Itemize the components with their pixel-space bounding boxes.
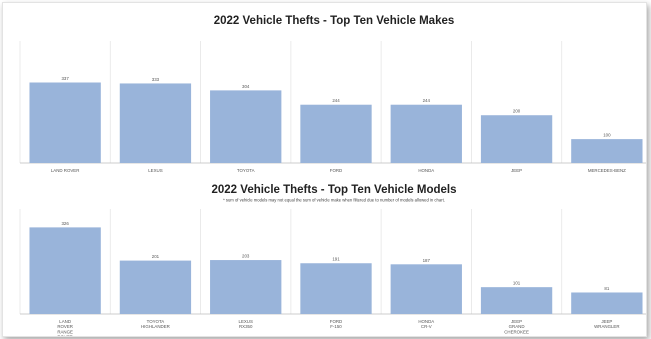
makes-tick-label: JEEP [511, 168, 522, 173]
models-bar [480, 287, 553, 314]
models-chart-title: 2022 Vehicle Thefts - Top Ten Vehicle Mo… [212, 184, 457, 196]
makes-tick-label: MERCEDES-BENZ [588, 168, 626, 173]
models-bar [571, 292, 643, 314]
models-bar [300, 263, 372, 314]
models-plot-area: 326 LANDROVERRANGEROVER 201 TOYOTAHIGHLANDE… [19, 209, 646, 336]
makes-bar [210, 90, 282, 163]
models-chart-note: * sum of vehicle models may not equal th… [223, 198, 445, 203]
models-data-label: 201 [152, 254, 160, 259]
models-data-label: 203 [242, 254, 250, 259]
makes-bar [119, 83, 192, 163]
makes-data-label: 244 [332, 98, 340, 103]
models-tick-label: LANDROVERRANGEROVER [57, 319, 73, 336]
charts-canvas: 2022 Vehicle Thefts - Top Ten Vehicle Ma… [19, 15, 646, 336]
models-bar [29, 227, 101, 314]
makes-data-label: 304 [242, 84, 250, 89]
models-chart: 2022 Vehicle Thefts - Top Ten Vehicle Mo… [19, 184, 646, 336]
makes-bar [571, 139, 643, 163]
makes-tick-label: LAND ROVER [51, 168, 80, 173]
models-bar [390, 264, 462, 314]
makes-data-label: 337 [61, 76, 69, 81]
makes-data-label: 244 [423, 98, 431, 103]
makes-tick-label: FORD [330, 168, 342, 173]
models-tick-label: HONDA CR-V [418, 319, 434, 329]
models-tick-label: TOYOTA HIGHLANDER [141, 319, 170, 329]
makes-tick-label: LEXUS [148, 168, 162, 173]
models-data-label: 81 [604, 286, 609, 291]
makes-chart-title: 2022 Vehicle Thefts - Top Ten Vehicle Ma… [214, 15, 455, 27]
models-data-label: 187 [423, 258, 431, 263]
models-data-label: 101 [513, 281, 521, 286]
makes-tick-label: TOYOTA [237, 168, 255, 173]
models-tick-label: JEEP WRANGLER [594, 319, 619, 329]
chart-panel: 2022 Vehicle Thefts - Top Ten Vehicle Ma… [2, 2, 647, 337]
makes-bar [390, 104, 462, 163]
models-bar [119, 260, 192, 314]
makes-chart: 2022 Vehicle Thefts - Top Ten Vehicle Ma… [19, 15, 646, 173]
makes-data-label: 200 [513, 109, 521, 114]
models-tick-label: JEEP GRAND CHEROKEE [504, 319, 529, 334]
makes-tick-label: HONDA [418, 168, 434, 173]
makes-plot-area: 337 LAND ROVER 333 LEXUS 304 TOYOTA 244 FORD 244… [19, 41, 646, 173]
models-bar [210, 260, 282, 314]
makes-data-label: 333 [152, 77, 160, 82]
makes-data-label: 100 [603, 133, 611, 138]
makes-bar [300, 104, 372, 163]
models-tick-label: FORD F-150 [330, 319, 343, 329]
makes-bar [29, 82, 101, 163]
models-tick-label: LEXUS RX350 [239, 319, 253, 329]
models-data-label: 326 [61, 221, 69, 226]
makes-bar [480, 115, 553, 163]
models-data-label: 191 [332, 257, 340, 262]
